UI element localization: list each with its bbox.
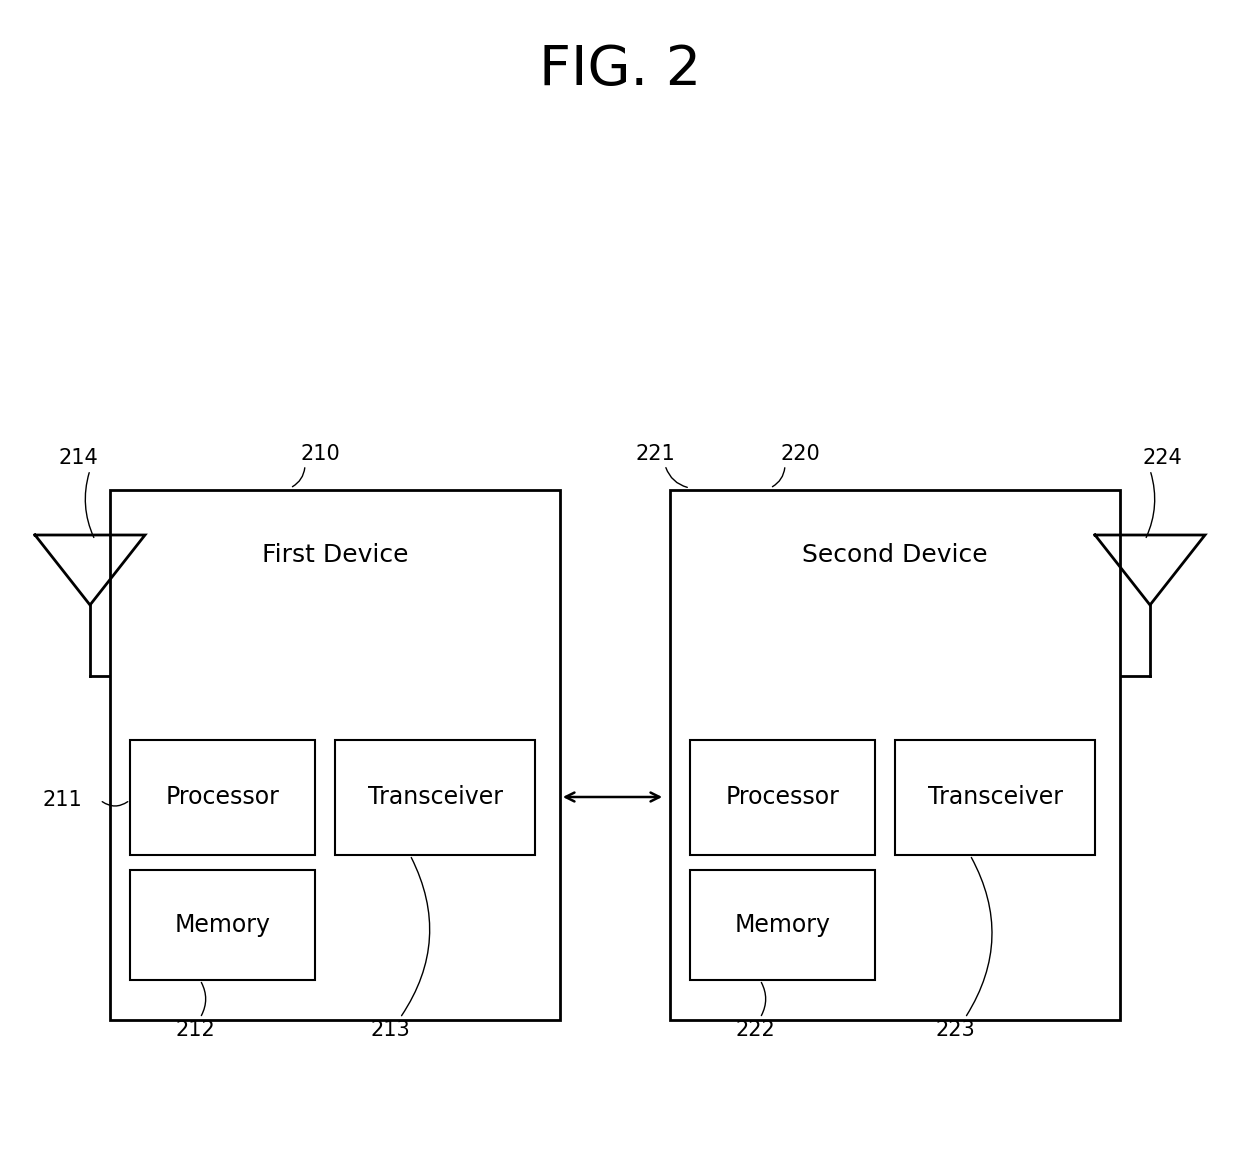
Text: Memory: Memory xyxy=(175,913,270,936)
Text: Second Device: Second Device xyxy=(802,543,988,567)
Text: 221: 221 xyxy=(635,444,675,464)
Text: Memory: Memory xyxy=(734,913,831,936)
Text: 213: 213 xyxy=(370,1020,410,1040)
Bar xyxy=(670,490,1120,1020)
Text: 222: 222 xyxy=(735,1020,775,1040)
Text: 212: 212 xyxy=(175,1020,215,1040)
Text: 224: 224 xyxy=(1142,448,1182,468)
Text: 214: 214 xyxy=(58,448,98,468)
Bar xyxy=(689,740,875,856)
Text: FIG. 2: FIG. 2 xyxy=(539,43,701,97)
Bar xyxy=(130,740,315,856)
Text: Processor: Processor xyxy=(725,785,839,810)
Text: 223: 223 xyxy=(935,1020,975,1040)
Text: First Device: First Device xyxy=(262,543,408,567)
Text: Transceiver: Transceiver xyxy=(367,785,502,810)
Bar xyxy=(110,490,560,1020)
Bar xyxy=(130,870,315,980)
Bar xyxy=(689,870,875,980)
Bar xyxy=(335,740,534,856)
Text: 210: 210 xyxy=(300,444,340,464)
Text: 220: 220 xyxy=(780,444,820,464)
Text: Processor: Processor xyxy=(166,785,279,810)
Text: 211: 211 xyxy=(42,790,82,810)
Text: Transceiver: Transceiver xyxy=(928,785,1063,810)
Bar xyxy=(895,740,1095,856)
